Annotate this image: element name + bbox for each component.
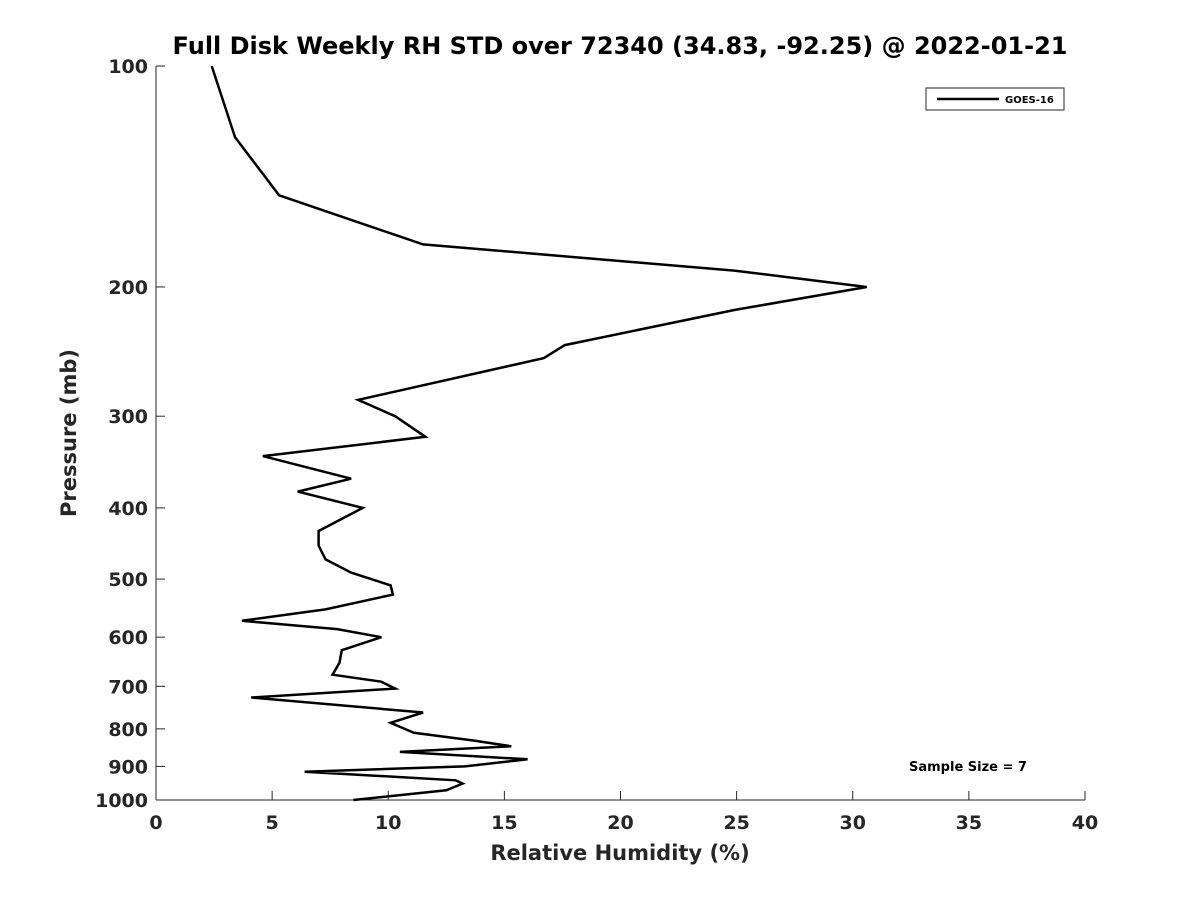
x-tick-label: 20: [607, 812, 633, 834]
series-line-goes-16: [210, 65, 867, 802]
y-tick-label: 600: [108, 627, 148, 649]
x-tick-label: 30: [840, 812, 866, 834]
y-tick-label: 200: [108, 277, 148, 299]
y-tick-label: 400: [108, 498, 148, 520]
x-tick-label: 5: [266, 812, 279, 834]
y-tick-label: 500: [108, 569, 148, 591]
x-tick-label: 40: [1072, 812, 1098, 834]
y-tick-label: 700: [108, 676, 148, 698]
y-tick-label: 900: [108, 756, 148, 778]
sample-size-annotation: Sample Size = 7: [909, 760, 1027, 775]
y-tick-label: 1000: [95, 790, 148, 812]
y-tick-label: 800: [108, 719, 148, 741]
chart-title: Full Disk Weekly RH STD over 72340 (34.8…: [173, 32, 1068, 60]
y-tick-label: 300: [108, 406, 148, 428]
x-ticks: 0 5 10 15 20 25 30 35 40: [149, 791, 1098, 834]
x-axis-label: Relative Humidity (%): [490, 841, 749, 865]
y-axis-label: Pressure (mb): [57, 349, 81, 517]
y-tick-label: 100: [108, 56, 148, 78]
plot-area: 0 5 10 15 20 25 30 35 40 100 200 300 400 500 600 700 80…: [95, 56, 1098, 834]
x-tick-label: 15: [491, 812, 517, 834]
x-tick-label: 25: [723, 812, 749, 834]
x-tick-label: 0: [149, 812, 162, 834]
legend: GOES-16: [925, 87, 1065, 111]
y-ticks: 100 200 300 400 500 600 700 800 900 1000: [95, 56, 165, 812]
x-tick-label: 10: [375, 812, 401, 834]
legend-label-goes-16: GOES-16: [1005, 95, 1054, 106]
x-tick-label: 35: [956, 812, 982, 834]
